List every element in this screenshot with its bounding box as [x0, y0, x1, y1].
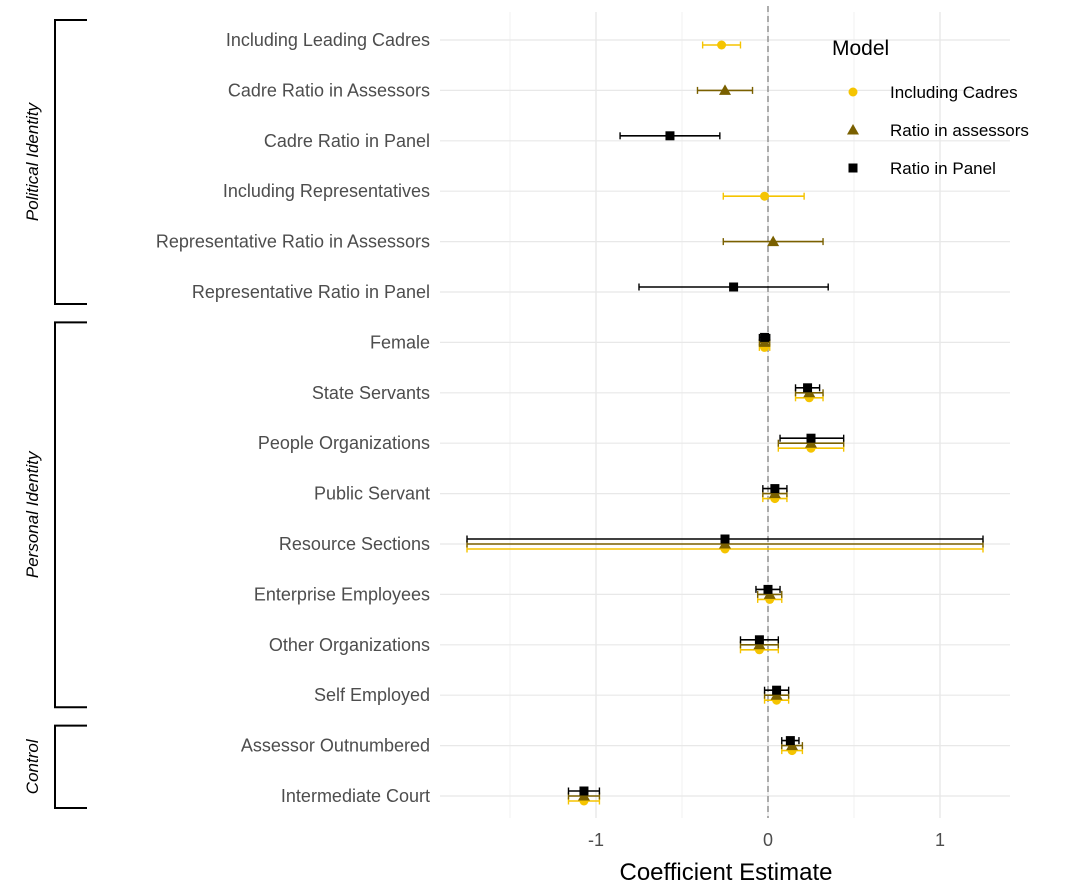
- point-marker: [729, 282, 739, 292]
- category-label: Self Employed: [314, 685, 430, 705]
- point-marker: [717, 40, 727, 50]
- category-label: Including Representatives: [223, 181, 430, 201]
- point-marker: [760, 332, 770, 342]
- point-marker: [803, 383, 813, 393]
- legend-key-square: [848, 163, 858, 173]
- point-marker: [720, 534, 730, 544]
- legend-label: Ratio in Panel: [890, 159, 996, 178]
- point-marker: [767, 235, 780, 247]
- category-label: Intermediate Court: [281, 786, 430, 806]
- x-tick-label: 1: [935, 830, 945, 850]
- group-label: Control: [23, 738, 42, 794]
- category-label: Including Leading Cadres: [226, 30, 430, 50]
- category-label: Representative Ratio in Assessors: [156, 232, 430, 252]
- category-label: Resource Sections: [279, 534, 430, 554]
- category-label: State Servants: [312, 383, 430, 403]
- point-marker: [579, 786, 589, 796]
- point-marker: [770, 484, 780, 494]
- category-label: Female: [370, 332, 430, 352]
- group-brackets: Political Identity Personal Identity Contr…: [23, 19, 87, 809]
- legend-label: Including Cadres: [890, 83, 1018, 102]
- point-marker: [760, 191, 770, 201]
- group-bracket: [54, 321, 87, 709]
- category-label: Other Organizations: [269, 635, 430, 655]
- point-marker: [754, 635, 764, 645]
- grid: [440, 6, 1010, 818]
- legend-title: Model: [832, 37, 889, 60]
- point-marker: [719, 84, 731, 95]
- point-marker: [785, 736, 795, 746]
- category-label: Cadre Ratio in Assessors: [228, 80, 430, 100]
- legend-key-triangle: [847, 124, 859, 135]
- point-marker: [665, 131, 675, 141]
- group-label: Personal Identity: [23, 450, 42, 578]
- category-label: People Organizations: [258, 433, 430, 453]
- legend-label: Ratio in assessors: [890, 121, 1029, 140]
- x-tick-label: -1: [588, 830, 604, 850]
- point-marker: [806, 433, 816, 443]
- x-axis-ticks: -1 0 1: [588, 830, 945, 850]
- category-labels: Including Leading Cadres Cadre Ratio in A…: [156, 30, 430, 806]
- data-series: [466, 40, 984, 806]
- category-label: Assessor Outnumbered: [241, 736, 430, 756]
- series-circle: [466, 40, 984, 806]
- point-marker: [763, 584, 773, 594]
- legend-key-circle: [848, 87, 858, 97]
- group-label: Political Identity: [23, 101, 42, 221]
- x-tick-label: 0: [763, 830, 773, 850]
- legend: Model Including Cadres Ratio in assessors…: [832, 37, 1029, 178]
- series-square: [466, 131, 984, 796]
- point-marker: [772, 685, 782, 695]
- group-bracket: [54, 724, 87, 809]
- group-bracket: [54, 19, 87, 305]
- x-axis-title: Coefficient Estimate: [620, 859, 833, 886]
- category-label: Representative Ratio in Panel: [192, 282, 430, 302]
- series-triangle: [466, 84, 984, 801]
- category-label: Public Servant: [314, 484, 430, 504]
- category-label: Cadre Ratio in Panel: [264, 131, 430, 151]
- category-label: Enterprise Employees: [254, 584, 430, 604]
